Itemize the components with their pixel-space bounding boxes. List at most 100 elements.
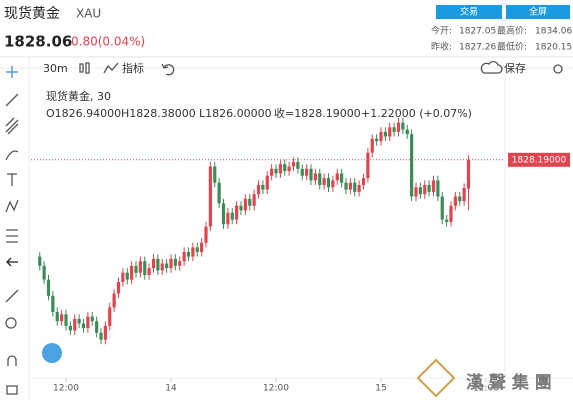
candle-body — [265, 175, 269, 190]
candle-body — [326, 178, 331, 188]
indicator-icon[interactable] — [103, 62, 119, 74]
candle-body — [305, 168, 309, 176]
candle-body — [410, 134, 414, 197]
undo-icon[interactable] — [161, 63, 175, 76]
candle-body — [147, 268, 151, 276]
magnet-tool[interactable] — [7, 355, 17, 366]
legend-high: H1828.38000 — [121, 107, 196, 120]
candle-body — [405, 129, 409, 135]
candle-body — [143, 261, 147, 276]
trade-button-label[interactable]: 交易 — [460, 6, 478, 18]
measure-tool[interactable] — [6, 229, 18, 243]
settings-icon[interactable] — [553, 64, 563, 74]
candle-body — [300, 168, 304, 176]
candle-body — [278, 164, 282, 174]
watermark-logo — [416, 358, 456, 398]
cloud-icon[interactable] — [480, 60, 503, 74]
candle-body — [296, 161, 300, 169]
candle-body — [361, 178, 366, 185]
text-tool[interactable] — [7, 173, 17, 186]
candle-body — [366, 152, 370, 179]
candle-body — [81, 323, 86, 329]
candle-body — [221, 203, 226, 225]
candle-body — [414, 187, 418, 197]
stat-value: 1834.06 — [535, 27, 572, 37]
candle-body — [322, 178, 326, 185]
candle-body — [204, 226, 208, 243]
candle-body — [348, 182, 352, 190]
candle-body — [353, 182, 357, 192]
lock-tool[interactable] — [6, 385, 18, 395]
candle-body — [396, 122, 401, 132]
instrument-name: 现货黄金 — [4, 5, 60, 22]
candle-body — [51, 295, 55, 312]
pattern-tool[interactable] — [5, 199, 19, 213]
candle-body — [73, 318, 77, 331]
x-tick-label: 12:00 — [473, 384, 499, 394]
candle-body — [121, 272, 125, 282]
ruler-tool[interactable] — [5, 289, 19, 303]
candle-body — [165, 263, 169, 269]
candle-body — [112, 293, 116, 308]
candle-body — [226, 212, 230, 225]
candle-body — [42, 265, 46, 280]
back-tool[interactable] — [6, 257, 18, 267]
legend-open: O1826.94000 — [46, 107, 121, 120]
candle-body — [392, 127, 396, 132]
legend-change: +1.22000 (+0.07%) — [361, 107, 472, 120]
candle-body — [261, 184, 265, 190]
candle-body — [230, 212, 234, 220]
last-price-box — [508, 152, 570, 167]
fullscreen-button-label[interactable]: 全屏 — [529, 6, 547, 18]
candle-body — [449, 205, 453, 222]
fib-tool[interactable] — [5, 117, 19, 135]
candle-body — [182, 251, 186, 262]
brush-tool[interactable] — [5, 150, 19, 161]
candle-body — [256, 184, 261, 195]
candle-body — [291, 161, 296, 167]
price: 1828.06 — [4, 33, 72, 51]
candle-body — [38, 256, 42, 266]
candle-body — [270, 168, 274, 176]
candle-body — [313, 173, 317, 181]
candle-type-icon[interactable] — [79, 62, 90, 74]
legend-title: 现货黄金, 30 — [46, 89, 111, 103]
candle-body — [418, 187, 422, 195]
candle-body — [77, 318, 81, 324]
stat-label: 昨收: — [431, 41, 452, 53]
indicators-button[interactable]: 指标 — [122, 61, 144, 75]
candle-body — [68, 325, 72, 331]
candle-body — [235, 205, 239, 220]
zoom-tool[interactable] — [5, 317, 17, 329]
candle-body — [243, 198, 247, 211]
candle-body — [331, 180, 335, 188]
candle-body — [217, 182, 221, 204]
candle-body — [445, 219, 449, 222]
candle-body — [274, 168, 278, 174]
candle-body — [64, 314, 68, 326]
candle-body — [440, 196, 444, 220]
crosshair-tool[interactable] — [6, 66, 18, 78]
logo-badge[interactable] — [42, 343, 62, 363]
candle-body — [46, 279, 51, 296]
line-tool[interactable] — [5, 93, 19, 107]
save-button[interactable]: 保存 — [504, 61, 526, 75]
candle-body — [99, 332, 103, 340]
candle-body — [370, 138, 374, 153]
candle-body — [287, 166, 291, 172]
candle-body — [103, 325, 107, 340]
candle-body — [173, 258, 177, 266]
candle-body — [116, 281, 121, 294]
left-toolbar — [5, 66, 19, 395]
fullscreen-button[interactable] — [506, 5, 570, 19]
candle-body — [309, 168, 313, 181]
x-tick-label: 12:00 — [263, 384, 289, 394]
interval-button[interactable]: 30m — [43, 62, 68, 75]
candle-body — [55, 311, 59, 322]
candle-body — [169, 258, 173, 269]
candle-body — [466, 159, 471, 189]
trade-button[interactable] — [436, 5, 502, 19]
candle-body — [134, 265, 138, 273]
